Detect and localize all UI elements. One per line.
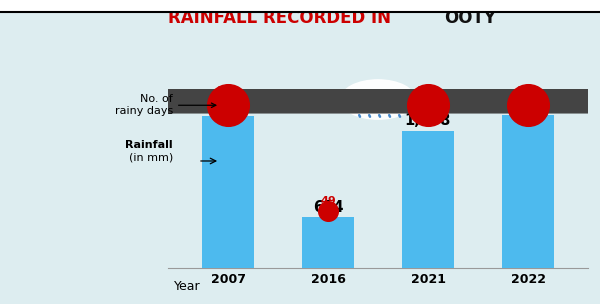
Ellipse shape [341,80,415,119]
Text: 119: 119 [416,86,440,96]
Bar [402,131,454,268]
Text: 1,860: 1,860 [505,98,551,113]
Bar [502,115,554,268]
Text: OOTY: OOTY [444,9,496,27]
Text: No. of
rainy days: No. of rainy days [115,95,216,116]
Text: Year: Year [174,280,200,293]
Point [323,208,333,213]
Circle shape [0,95,600,110]
Text: 124: 124 [517,86,539,96]
Point [223,103,233,108]
Text: 49: 49 [320,196,336,206]
Point [523,103,533,108]
Circle shape [0,90,600,108]
Text: Rainfall: Rainfall [125,140,173,150]
Bar [202,116,254,268]
Circle shape [0,99,600,113]
Text: RAINFALL RECORDED IN: RAINFALL RECORDED IN [168,9,397,27]
Text: 1,668: 1,668 [405,113,451,128]
Bar [302,217,354,268]
Circle shape [0,99,600,113]
Text: (in mm): (in mm) [129,153,173,163]
Text: 1,852: 1,852 [205,98,251,113]
Text: 111: 111 [217,86,239,96]
Circle shape [0,95,600,110]
Text: 614: 614 [313,200,343,215]
Point [423,103,433,108]
